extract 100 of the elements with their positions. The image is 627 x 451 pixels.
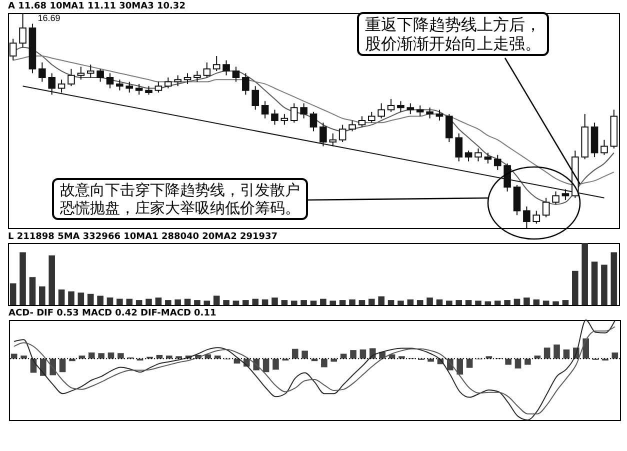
bar [349, 299, 356, 305]
bar [126, 298, 133, 305]
bar [136, 300, 142, 305]
candlestick [426, 107, 434, 119]
bar [87, 294, 94, 305]
bar [330, 358, 338, 362]
candlestick [222, 60, 230, 76]
candlestick [135, 83, 143, 96]
bar [505, 358, 512, 365]
bar [252, 298, 259, 305]
candlestick [232, 66, 240, 82]
chart-title: ACD- DIF 0.53 MACD 0.42 DIF-MACD 0.11 [8, 308, 216, 318]
bar [20, 356, 27, 359]
bar [562, 300, 569, 305]
candlestick [358, 116, 366, 128]
candlestick [9, 38, 17, 61]
bar [398, 356, 405, 359]
bar [146, 298, 152, 305]
candlestick [86, 64, 94, 78]
candlestick [348, 120, 356, 132]
bar [204, 300, 210, 305]
bar [407, 299, 414, 305]
bar [242, 300, 249, 305]
bar [552, 301, 559, 305]
bar [39, 286, 46, 305]
bar [446, 300, 452, 305]
bar [524, 358, 531, 365]
bar [350, 350, 356, 359]
candlestick [368, 111, 376, 124]
candlestick [212, 56, 220, 72]
bar [368, 298, 375, 305]
bar [330, 300, 336, 305]
candlestick [406, 102, 414, 115]
candlestick [378, 102, 385, 119]
bar [320, 298, 326, 305]
bar [88, 352, 95, 359]
bar [106, 298, 114, 305]
bar [194, 300, 200, 305]
bar [118, 353, 124, 359]
candlestick [242, 72, 250, 96]
bar [302, 350, 308, 359]
bar [456, 358, 464, 375]
candlestick [68, 68, 75, 87]
bar [223, 300, 230, 305]
bar [534, 356, 541, 359]
candlestick [164, 77, 172, 89]
candlestick [184, 72, 192, 84]
bar [504, 300, 510, 305]
candlestick [271, 109, 278, 126]
candlestick [600, 139, 608, 156]
bar [166, 356, 172, 359]
candlestick [290, 102, 298, 124]
bar [612, 352, 618, 359]
bar [563, 349, 570, 359]
bar [524, 298, 530, 305]
bar [428, 358, 434, 362]
bar [340, 354, 347, 359]
candlestick [455, 132, 463, 162]
candlestick [280, 114, 288, 126]
bar [339, 300, 346, 305]
candlestick [513, 184, 521, 216]
bar [184, 298, 191, 305]
bar [514, 358, 522, 368]
bar [292, 348, 298, 359]
bar [174, 299, 181, 305]
bar [59, 358, 66, 372]
bar [475, 300, 482, 305]
bar [360, 349, 366, 359]
bar [290, 300, 298, 305]
bar [108, 352, 114, 359]
bar [416, 300, 424, 305]
annotation: 16.69 [38, 13, 60, 23]
bar [601, 264, 608, 305]
bar [466, 358, 473, 368]
chart-title: L 211898 5MA 332966 10MA1 288040 20MA2 291937 [8, 232, 278, 242]
candlestick [174, 74, 182, 87]
bar [311, 358, 318, 362]
bar [465, 300, 472, 305]
candlestick [106, 72, 114, 89]
candlestick [154, 81, 162, 94]
bar [436, 299, 443, 305]
candlestick [320, 122, 327, 147]
annotation: 重返下降趋势线上方后，股价渐渐开始向上走强。 [357, 12, 549, 56]
candlestick [532, 210, 540, 224]
candlestick [338, 124, 346, 142]
candlestick [203, 62, 211, 78]
bar [69, 358, 76, 362]
candlestick [261, 100, 269, 119]
bar [20, 252, 26, 305]
bar [58, 290, 65, 305]
candlestick [329, 132, 337, 147]
candlestick [484, 152, 492, 164]
bar [494, 300, 501, 305]
candlestick [416, 104, 424, 117]
candlestick [474, 148, 482, 162]
candlestick [116, 79, 124, 91]
bar [610, 252, 618, 305]
candlestick [300, 102, 308, 119]
candlestick [523, 206, 530, 228]
candlestick [504, 163, 511, 192]
